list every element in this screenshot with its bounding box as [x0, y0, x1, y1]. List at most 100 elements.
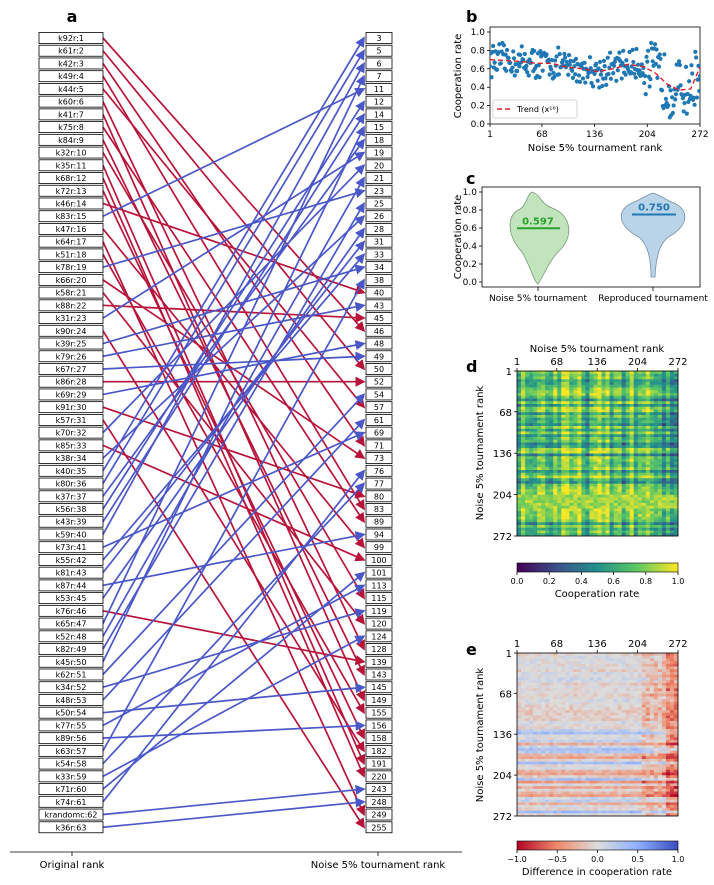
heat-cell: [601, 442, 606, 446]
heat-cell: [669, 409, 675, 413]
heat-cell: [673, 739, 679, 743]
heat-cell: [621, 497, 626, 501]
heat-cell: [617, 437, 622, 441]
heat-cell: [609, 729, 614, 733]
heat-cell: [581, 503, 586, 507]
heat-cell: [521, 525, 526, 529]
heat-cell: [653, 682, 659, 686]
heat-cell: [649, 398, 655, 402]
heat-cell: [573, 437, 578, 441]
heat-cell: [605, 777, 610, 781]
heat-cell: [541, 423, 546, 427]
heat-cell: [665, 420, 671, 424]
heat-cell: [641, 459, 647, 463]
heat-cell: [549, 489, 554, 493]
scatter-point: [556, 45, 561, 50]
heat-cell: [541, 533, 546, 537]
heat-cell: [601, 685, 606, 689]
heat-cell: [665, 522, 671, 526]
heat-cell: [581, 677, 586, 681]
heat-cell: [569, 442, 574, 446]
heat-cell: [525, 772, 530, 776]
heat-cell: [561, 475, 566, 479]
heat-cell: [617, 475, 622, 479]
heat-cell: [573, 450, 578, 454]
heat-cell: [529, 470, 534, 474]
heat-cell: [673, 723, 679, 727]
heat-cell: [525, 753, 530, 757]
heat-cell: [617, 769, 622, 773]
heat-cell: [645, 382, 651, 386]
heat-cell: [665, 693, 671, 697]
heat-cell: [649, 481, 655, 485]
left-label-box: [38, 413, 104, 426]
heat-cell: [589, 516, 594, 520]
heat-cell: [577, 448, 582, 452]
heat-cell: [637, 688, 643, 692]
heat-cell: [561, 530, 566, 534]
heat-cell: [541, 699, 546, 703]
heat-cell: [605, 442, 610, 446]
heat-cell: [593, 376, 598, 380]
heat-cell: [605, 373, 610, 377]
heat-cell: [661, 439, 667, 443]
heat-cell: [561, 666, 566, 670]
scatter-point: [678, 83, 683, 88]
heat-cell: [529, 674, 534, 678]
heat-cell: [605, 707, 610, 711]
heat-cell: [669, 439, 675, 443]
heat-cell: [545, 428, 550, 432]
heat-cell: [601, 492, 606, 496]
heat-cell: [553, 505, 558, 509]
heat-cell: [549, 486, 554, 490]
heat-cell: [521, 704, 526, 708]
heat-cell: [621, 431, 626, 435]
heat-cell: [573, 701, 578, 705]
heat-cell: [661, 475, 667, 479]
heat-cell: [533, 379, 538, 383]
heat-cell: [669, 445, 675, 449]
heat-cell: [657, 459, 663, 463]
heat-cell: [649, 445, 655, 449]
heat-cell: [593, 382, 598, 386]
heat-cell: [605, 395, 610, 399]
heat-cell: [653, 448, 659, 452]
heat-cell: [545, 739, 550, 743]
heat-cell: [621, 718, 626, 722]
heat-cell: [557, 431, 562, 435]
heat-cell: [661, 393, 667, 397]
left-label-box: [38, 159, 104, 172]
heat-cell: [573, 753, 578, 757]
heat-cell: [545, 431, 550, 435]
heat-cell: [581, 428, 586, 432]
heat-cell: [613, 720, 618, 724]
heat-cell: [629, 401, 635, 405]
heat-cell: [561, 685, 566, 689]
left-label-box: [38, 515, 104, 528]
heat-cell: [625, 729, 630, 733]
heat-cell: [653, 777, 659, 781]
scatter-point: [611, 70, 616, 76]
heat-cell: [657, 492, 663, 496]
heat-cell: [533, 767, 538, 771]
heat-cell: [569, 767, 574, 771]
heat-cell: [665, 426, 671, 430]
heat-cell: [665, 677, 671, 681]
heat-cell: [617, 533, 622, 537]
heat-cell: [545, 715, 550, 719]
heat-cell: [545, 661, 550, 665]
heat-cell: [629, 775, 635, 779]
heat-cell: [521, 718, 526, 722]
heat-cell: [669, 669, 675, 673]
heat-cell: [585, 456, 590, 460]
heat-cell: [601, 464, 606, 468]
heat-cell: [537, 734, 542, 738]
heat-cell: [601, 475, 606, 479]
heat-cell: [649, 472, 655, 476]
heat-cell: [545, 439, 550, 443]
heat-cell: [637, 505, 643, 509]
scatter-point: [510, 65, 515, 70]
heat-cell: [661, 404, 667, 408]
heat-cell: [517, 423, 522, 427]
heat-cell: [605, 428, 610, 432]
